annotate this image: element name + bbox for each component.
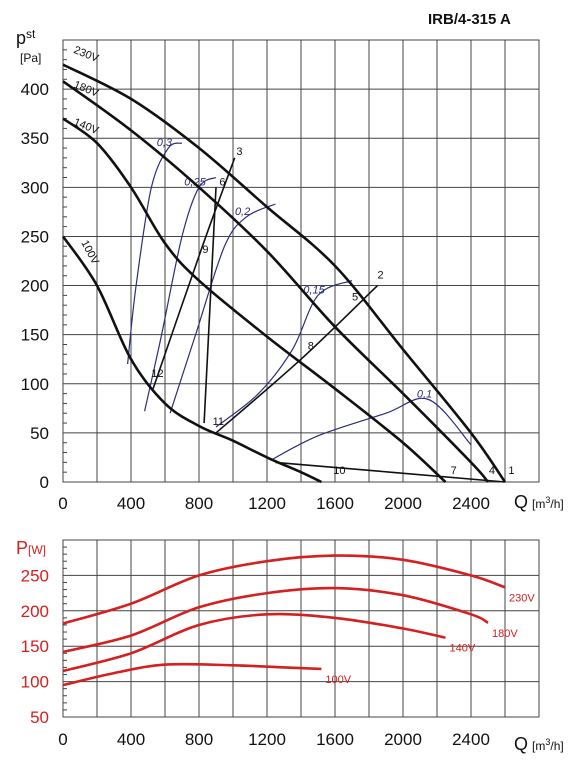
top-xtick-label: 2000 — [384, 494, 422, 513]
bottom-ylabel: P[W] — [16, 538, 46, 558]
operating-line-2 — [215, 285, 379, 434]
top-xlabel: Q [m3/h] — [514, 492, 564, 512]
top-ylabel: pst — [16, 27, 36, 48]
top-xtick-label: 0 — [58, 494, 67, 513]
point-annotation-9: 9 — [202, 244, 208, 256]
bottom-grid — [62, 539, 540, 718]
top-xtick-label: 400 — [117, 494, 145, 513]
efficiency-curves: 0,30,250,20,150,1 — [127, 137, 472, 461]
top-xunit: [m — [532, 497, 545, 511]
point-annotation-8: 8 — [308, 340, 314, 352]
top-ytick-label: 100 — [21, 375, 49, 394]
point-annotation-6: 6 — [219, 176, 225, 188]
efficiency-curve-0-3 — [127, 142, 183, 365]
bottom-ytick-label: 50 — [30, 708, 49, 727]
top-ylabel-main: p — [16, 28, 26, 48]
point-annotation-12: 12 — [151, 368, 163, 380]
top-ytick-label: 200 — [21, 277, 49, 296]
bottom-ticks: 50 100 150 200 250 0 400 800 1200 1600 2000 2400 — [21, 566, 490, 749]
bottom-xtick-label: 1200 — [248, 730, 286, 749]
operating-lines — [152, 157, 506, 483]
efficiency-label-0-2: 0,2 — [235, 206, 250, 218]
chart-title: IRB/4-315 A — [428, 11, 511, 28]
bottom-xunit-end: /h] — [550, 739, 563, 753]
bottom-ytick-label: 100 — [21, 673, 49, 692]
top-xtick-label: 2400 — [452, 494, 490, 513]
bottom-xtick-label: 2400 — [452, 730, 490, 749]
top-xlabel-q: Q — [514, 492, 528, 512]
fan-curve-100v — [61, 235, 322, 484]
bottom-xtick-label: 2000 — [384, 730, 422, 749]
point-annotation-5: 5 — [352, 291, 358, 303]
bottom-ylabel-unit: [W] — [28, 543, 46, 557]
efficiency-label-0-1: 0,1 — [417, 388, 432, 400]
fan-curve-230v — [62, 63, 507, 483]
bottom-xunit: [m — [532, 739, 545, 753]
top-grid — [62, 39, 540, 483]
bottom-xtick-label: 1600 — [316, 730, 354, 749]
fan-curve-label-230v: 230V — [72, 44, 101, 65]
bottom-xunit-sup: 3 — [545, 737, 550, 747]
bottom-ytick-label: 250 — [21, 566, 49, 585]
point-annotation-11: 11 — [213, 416, 224, 428]
point-annotation-10: 10 — [333, 465, 345, 477]
top-xunit-sup: 3 — [545, 495, 550, 505]
top-ylabel-unit: [Pa] — [20, 51, 41, 65]
power-curves: 230V 180V 140V 100V — [62, 554, 535, 687]
efficiency-curve-0-1 — [270, 397, 472, 461]
bottom-xtick-label: 0 — [58, 730, 67, 749]
operating-line-6 — [203, 187, 217, 424]
point-annotation-7: 7 — [451, 465, 457, 477]
top-ticks: 0 50 100 150 200 250 300 350 400 0 400 800 1200 1600 2… — [21, 80, 490, 513]
power-curve-180v — [62, 586, 489, 654]
efficiency-label-0-3: 0,3 — [157, 137, 173, 149]
point-annotation-1: 1 — [508, 465, 514, 477]
efficiency-curve-0-25 — [144, 176, 217, 412]
efficiency-curve-0-15 — [215, 280, 353, 428]
fan-curve-180v — [62, 80, 490, 483]
bottom-xtick-label: 400 — [117, 730, 145, 749]
point-annotation-4: 4 — [489, 465, 495, 477]
top-xtick-label: 1600 — [316, 494, 354, 513]
bottom-xlabel: Q [m3/h] — [514, 734, 564, 754]
bottom-xlabel-q: Q — [514, 734, 528, 754]
operating-line-3 — [152, 157, 236, 389]
top-xtick-label: 1200 — [248, 494, 286, 513]
power-curve-label-140v: 140V — [450, 643, 476, 655]
power-curve-140v — [62, 612, 446, 673]
efficiency-curve-0-2 — [169, 203, 276, 414]
point-annotation-3: 3 — [236, 146, 242, 158]
power-curve-230v — [62, 554, 506, 625]
power-curve-label-180v: 180V — [492, 628, 518, 640]
top-xunit-end: /h] — [550, 497, 563, 511]
bottom-ytick-label: 200 — [21, 602, 49, 621]
bottom-ylabel-main: P — [16, 538, 28, 558]
top-ytick-label: 0 — [40, 473, 49, 492]
power-curve-label-230v: 230V — [509, 592, 535, 604]
top-ytick-label: 250 — [21, 227, 49, 246]
top-ytick-label: 400 — [21, 80, 49, 99]
bottom-xtick-label: 800 — [185, 730, 213, 749]
efficiency-label-0-15: 0,15 — [303, 284, 325, 296]
power-curve-100v — [62, 662, 322, 687]
top-ytick-label: 350 — [21, 129, 49, 148]
top-ytick-label: 150 — [21, 326, 49, 345]
top-ytick-label: 300 — [21, 178, 49, 197]
point-annotation-2: 2 — [378, 270, 384, 282]
top-ylabel-sub: st — [26, 27, 36, 41]
top-ytick-label: 50 — [30, 424, 49, 443]
fan-curve-140v — [62, 117, 447, 483]
top-xtick-label: 800 — [185, 494, 213, 513]
power-curve-label-100v: 100V — [325, 674, 351, 686]
bottom-ytick-label: 150 — [21, 637, 49, 656]
